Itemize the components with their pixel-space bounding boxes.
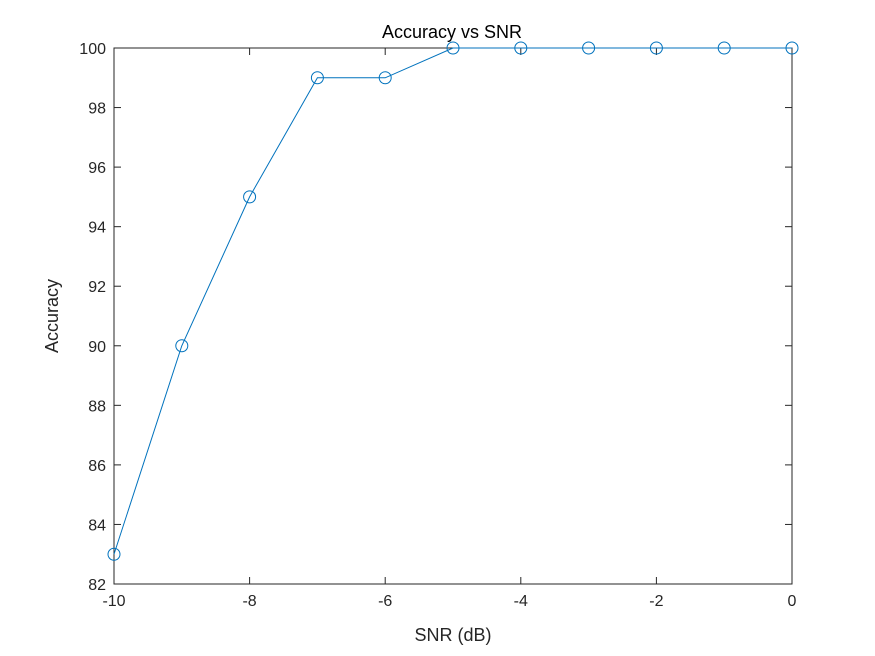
- data-point-marker: [243, 190, 257, 204]
- series-markers: [107, 41, 799, 561]
- x-axis: -10 -8 -6 -4 -2 0: [102, 48, 797, 610]
- y-tick-label: 96: [88, 160, 106, 177]
- y-tick-label: 90: [88, 339, 106, 356]
- x-tick-label: -10: [102, 593, 125, 610]
- data-point-marker: [649, 41, 663, 55]
- data-point-marker: [378, 71, 392, 85]
- y-axis: 82 84 86 88 90 92 94 96 98 100: [79, 41, 792, 594]
- data-point-marker: [446, 41, 460, 55]
- y-tick-label: 86: [88, 458, 106, 475]
- x-tick-label: 0: [788, 593, 797, 610]
- x-tick-label: -6: [378, 593, 392, 610]
- x-tick-label: -8: [242, 593, 256, 610]
- x-axis-label: SNR (dB): [414, 625, 491, 645]
- data-point-marker: [717, 41, 731, 55]
- x-tick-label: -2: [649, 593, 663, 610]
- plot-area: [113, 47, 793, 585]
- y-tick-label: 82: [88, 577, 106, 594]
- y-tick-label: 100: [79, 41, 106, 58]
- y-tick-label: 84: [88, 517, 106, 534]
- y-tick-label: 98: [88, 101, 106, 118]
- data-point-marker: [785, 41, 799, 55]
- data-point-marker: [175, 339, 189, 353]
- series-line-accuracy: [113, 47, 792, 555]
- chart-title: Accuracy vs SNR: [382, 22, 522, 42]
- y-tick-label: 94: [88, 220, 106, 237]
- data-point-marker: [107, 547, 121, 561]
- data-point-marker: [310, 71, 324, 85]
- data-point-marker: [582, 41, 596, 55]
- y-axis-label: Accuracy: [42, 279, 62, 353]
- y-tick-label: 88: [88, 398, 106, 415]
- x-tick-label: -4: [514, 593, 528, 610]
- data-point-marker: [514, 41, 528, 55]
- y-tick-label: 92: [88, 279, 106, 296]
